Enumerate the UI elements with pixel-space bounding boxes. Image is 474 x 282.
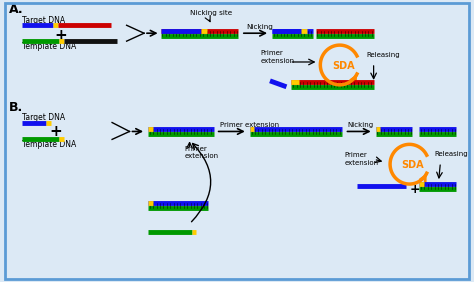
Text: Primer
extension: Primer extension: [185, 146, 219, 159]
Text: Primer
extension: Primer extension: [345, 153, 379, 166]
Text: Template DNA: Template DNA: [22, 140, 76, 149]
Text: Primer
extension: Primer extension: [260, 50, 294, 64]
Text: Nicking: Nicking: [347, 122, 374, 127]
Text: Nicking: Nicking: [246, 24, 273, 30]
Text: +: +: [54, 28, 67, 43]
Text: Target DNA: Target DNA: [22, 16, 65, 25]
Text: Releasing: Releasing: [367, 52, 401, 58]
Text: A.: A.: [9, 3, 23, 16]
Text: +: +: [410, 182, 420, 195]
Text: SDA: SDA: [401, 160, 424, 170]
Text: B.: B.: [9, 101, 23, 114]
Text: Template DNA: Template DNA: [22, 42, 76, 50]
Text: Releasing: Releasing: [435, 151, 468, 157]
Text: +: +: [49, 124, 62, 139]
Text: Target DNA: Target DNA: [22, 113, 65, 122]
Text: Primer extension: Primer extension: [219, 122, 279, 127]
Text: Nicking site: Nicking site: [190, 10, 232, 16]
Text: SDA: SDA: [332, 61, 355, 71]
